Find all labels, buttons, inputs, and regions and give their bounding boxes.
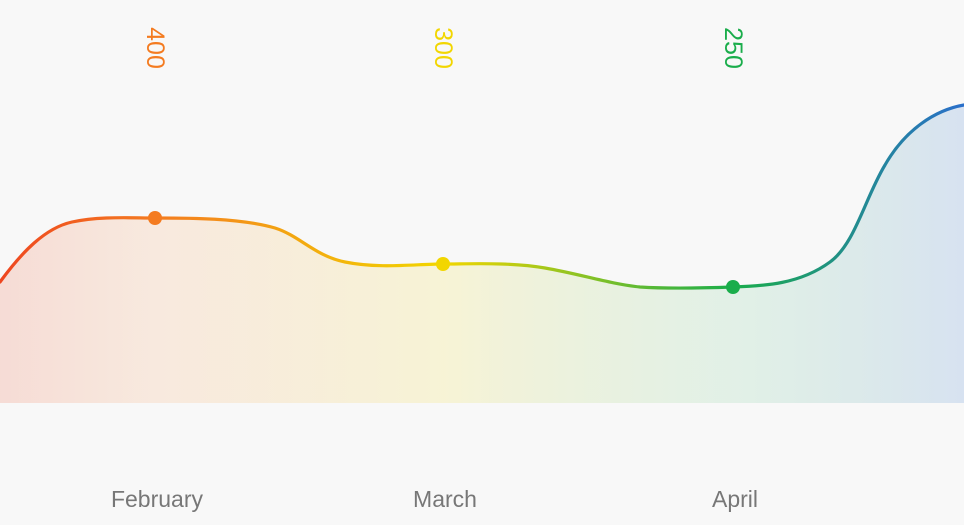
value-labels: 400 300 250	[141, 27, 747, 69]
data-point-february[interactable]	[148, 211, 162, 225]
series-area-fill	[0, 105, 964, 403]
x-axis-labels: February March April	[111, 486, 758, 512]
x-tick-label-february: February	[111, 486, 204, 512]
x-tick-label-april: April	[712, 486, 758, 512]
value-label-february: 400	[141, 27, 169, 69]
x-tick-label-march: March	[413, 486, 477, 512]
value-label-april: 250	[719, 27, 747, 69]
data-point-march[interactable]	[436, 257, 450, 271]
value-label-march: 300	[429, 27, 457, 69]
data-points	[148, 211, 740, 294]
data-point-april[interactable]	[726, 280, 740, 294]
